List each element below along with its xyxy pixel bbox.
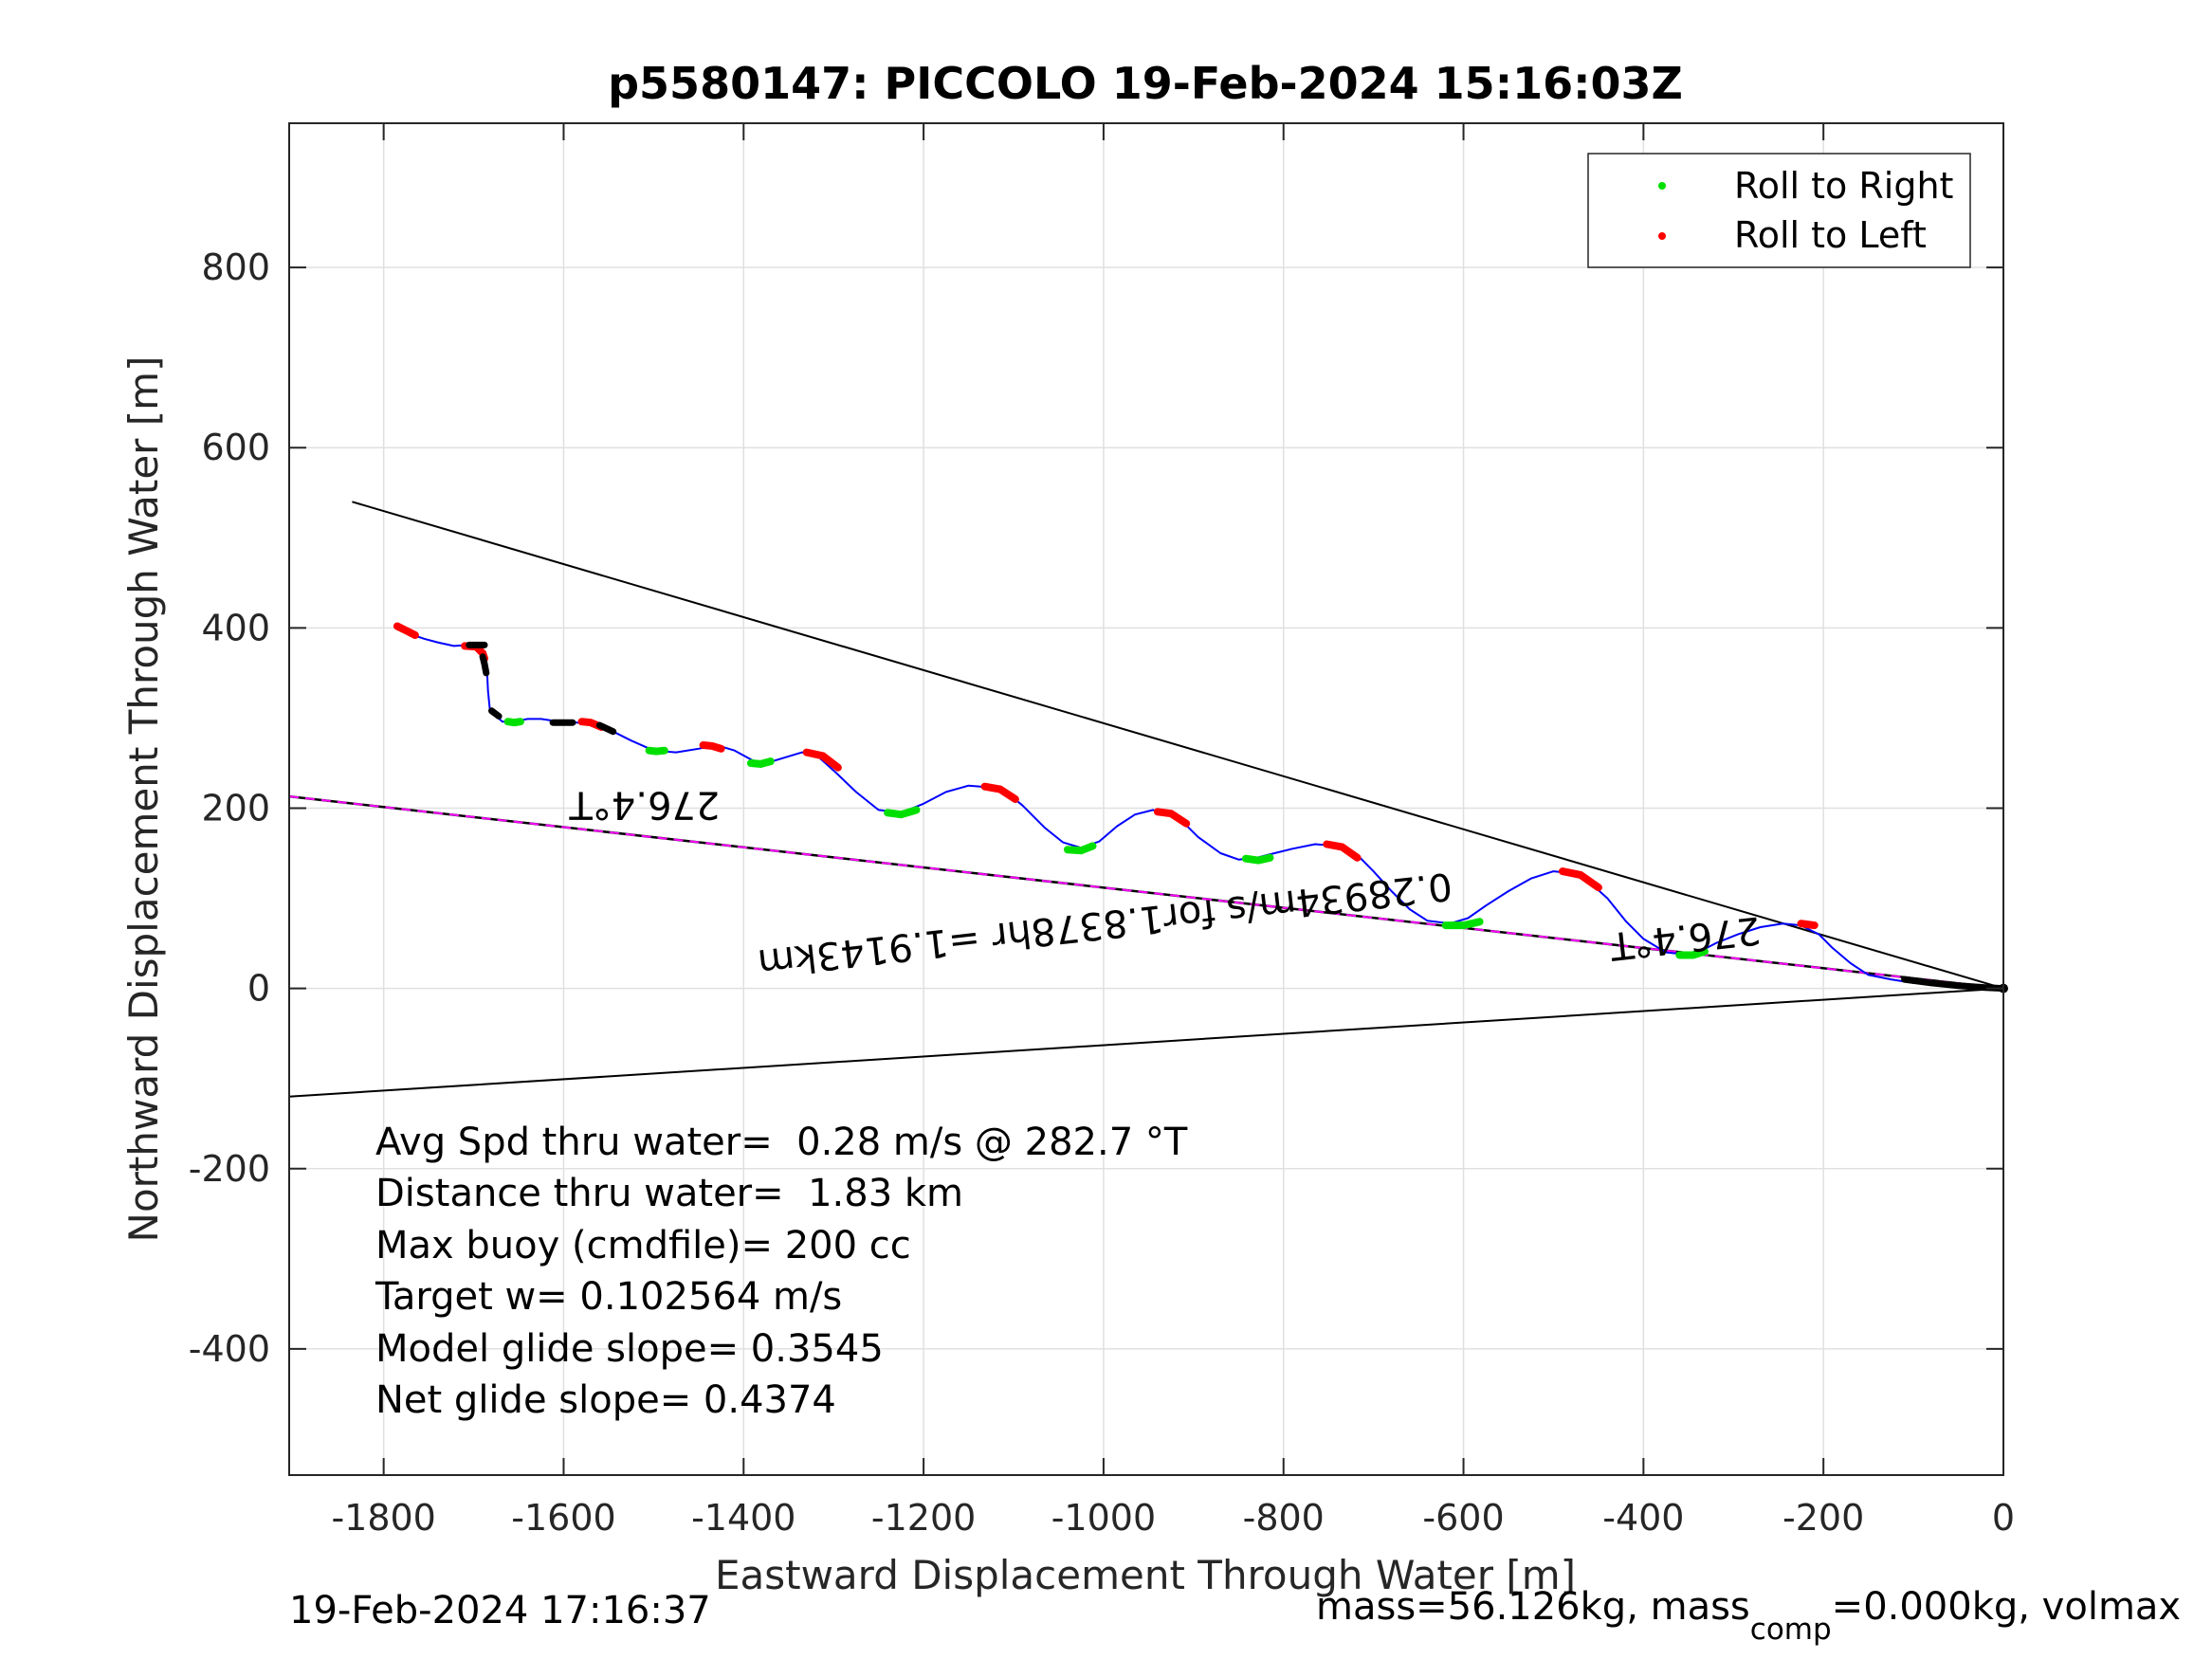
y-tick-label: -200 [189, 1148, 270, 1190]
x-tick-label: -800 [1243, 1497, 1325, 1539]
surfacing-segment [479, 653, 490, 677]
track-line [398, 625, 2004, 990]
y-tick-label: 800 [201, 246, 270, 288]
stat-model-glide: Model glide slope= 0.3545 [375, 1327, 884, 1371]
x-tick-label: -1000 [1051, 1497, 1156, 1539]
reference-lines [288, 501, 2004, 1098]
x-tick-label: 0 [1992, 1497, 2015, 1539]
x-tick-label: -600 [1422, 1497, 1504, 1539]
x-axis-label: Eastward Displacement Through Water [m] [715, 1552, 1576, 1598]
chart-title: p5580147: PICCOLO 19-Feb-2024 15:16:03Z [608, 58, 1683, 109]
roll-left-segment [802, 748, 842, 772]
roll-left-segment [1153, 808, 1191, 828]
roll-right-segment [746, 757, 775, 768]
roll-right-segment [645, 746, 668, 756]
footer-mass: mass=56.126kg, masscomp=0.000kg, volmax [1316, 1585, 2181, 1647]
roll-left-segment [699, 741, 725, 753]
y-tick-label: 400 [201, 607, 270, 648]
x-tick-label: -200 [1782, 1497, 1864, 1539]
stat-distance: Distance thru water= 1.83 km [375, 1172, 963, 1215]
surfacing-segment [595, 721, 617, 736]
roll-left-segment [980, 782, 1019, 803]
stat-max-buoy: Max buoy (cmdfile)= 200 cc [375, 1224, 911, 1267]
x-tick-label: -400 [1602, 1497, 1684, 1539]
roll-left-segment [1559, 867, 1602, 892]
footer-mass-prefix: mass=56.126kg, mass [1316, 1585, 1750, 1629]
roll-right-segment [1064, 842, 1097, 855]
x-tick-label: -1800 [331, 1497, 435, 1539]
x-tick-label: -1600 [511, 1497, 615, 1539]
footer-mass-subscript: comp [1750, 1613, 1832, 1647]
roll-left-segment [1323, 840, 1362, 862]
legend-marker-roll-right [1658, 182, 1666, 190]
footer-mass-suffix: =0.000kg, volmax [1832, 1585, 2181, 1629]
cone-upper-line [352, 501, 2004, 990]
y-tick-label: 200 [201, 788, 270, 830]
x-tick-label: -1200 [871, 1497, 976, 1539]
track-annotation: 276.4°T [569, 782, 721, 826]
legend-label-roll-right: Roll to Right [1734, 165, 1953, 207]
footer-timestamp: 19-Feb-2024 17:16:37 [289, 1589, 711, 1632]
y-tick-label: 0 [247, 968, 270, 1010]
legend-marker-roll-left [1658, 232, 1666, 240]
legend-label-roll-left: Roll to Left [1734, 214, 1927, 256]
heading-line [288, 795, 2004, 990]
stat-net-glide: Net glide slope= 0.4374 [375, 1378, 836, 1422]
roll-right-segment [1441, 918, 1484, 930]
y-tick-label: 600 [201, 427, 270, 468]
roll-left-segment [393, 622, 419, 639]
cone-lower-line [288, 987, 2004, 1098]
stat-target-w: Target w= 0.102564 m/s [375, 1275, 842, 1319]
stats-block: Avg Spd thru water= 0.28 m/s @ 282.7 °T … [375, 1121, 1188, 1422]
y-tick-label: -400 [189, 1328, 270, 1370]
roll-right-segment [884, 806, 921, 819]
x-tick-label: -1400 [691, 1497, 795, 1539]
surfacing-segment [488, 707, 503, 720]
legend: Roll to Right Roll to Left [1587, 153, 1971, 268]
plot-frame [288, 122, 2004, 1476]
roll-right-segment [1241, 853, 1274, 865]
roll-right-segment [1675, 947, 1709, 959]
roll-left-segment [1797, 920, 1819, 930]
axis-ticks: -1800 -1600 -1400 -1200 -1000 -800 -600 -400 -20… [189, 123, 2015, 1539]
y-axis-label: Northward Displacement Through Water [m] [120, 356, 167, 1243]
stat-avg-speed: Avg Spd thru water= 0.28 m/s @ 282.7 °T [375, 1121, 1188, 1164]
track-series [393, 622, 2008, 994]
roll-right-segment [503, 718, 524, 727]
legend-box [1587, 153, 1971, 268]
